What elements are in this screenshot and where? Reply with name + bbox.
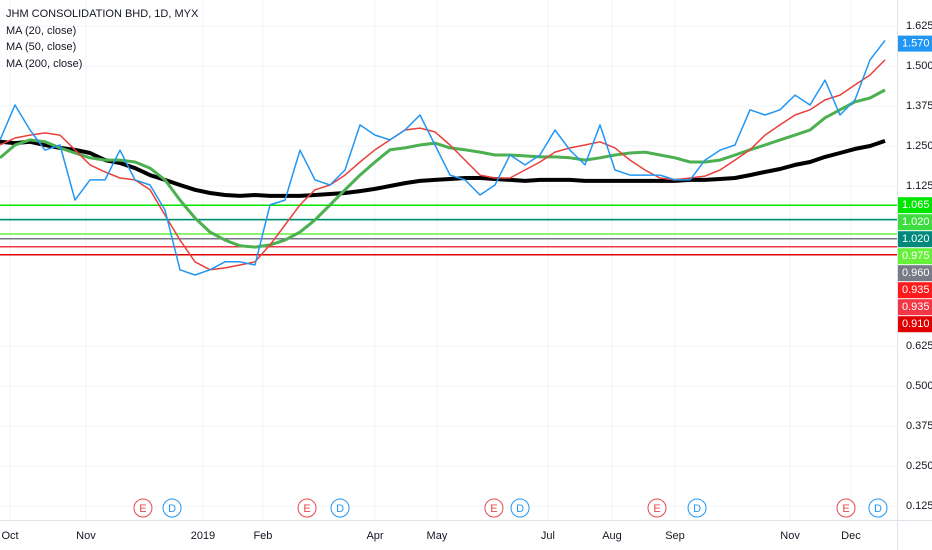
event-marker <box>133 498 153 518</box>
legend-entry: MA (50, close) <box>6 41 76 53</box>
x-tick-label: 2019 <box>191 530 215 542</box>
y-tick-label: 1.250 <box>906 140 932 152</box>
y-tick-label: 1.125 <box>906 180 932 192</box>
level-label: 1.065 <box>902 199 930 211</box>
x-tick-label: Feb <box>253 530 272 542</box>
level-label-bg <box>898 316 932 333</box>
y-tick-label: 0.625 <box>906 340 932 352</box>
event-marker <box>484 498 504 518</box>
event-marker <box>162 498 182 518</box>
level-label-bg <box>898 265 932 282</box>
event-label: E <box>490 503 497 515</box>
event-label: D <box>168 503 176 515</box>
y-tick-label: 0.375 <box>906 420 932 432</box>
level-label-bg <box>898 197 932 214</box>
x-tick-label: Dec <box>841 530 861 542</box>
y-tick-label: 1.625 <box>906 20 932 32</box>
y-tick-label: 1.500 <box>906 60 932 72</box>
event-label: D <box>693 503 701 515</box>
level-label-bg <box>898 231 932 248</box>
level-label-bg <box>898 214 932 231</box>
event-marker <box>687 498 707 518</box>
y-tick-label: 0.125 <box>906 500 932 512</box>
event-label: E <box>842 503 849 515</box>
level-label: 0.910 <box>902 318 930 330</box>
event-label: E <box>653 503 660 515</box>
x-tick-label: Oct <box>1 530 18 542</box>
event-label: D <box>336 503 344 515</box>
series-line <box>0 59 886 271</box>
chart-title: JHM CONSOLIDATION BHD, 1D, MYX <box>6 8 199 20</box>
y-tick-label: 1.375 <box>906 100 932 112</box>
levels <box>0 204 897 256</box>
event-marker <box>868 498 888 518</box>
x-tick-label: Nov <box>76 530 96 542</box>
lines <box>0 39 886 276</box>
event-marker <box>330 498 350 518</box>
event-marker <box>297 498 317 518</box>
y-tick-label: 0.250 <box>906 460 932 472</box>
level-label: 0.960 <box>902 267 930 279</box>
y-tick-label: 0.500 <box>906 380 932 392</box>
level-label-bg <box>898 299 932 316</box>
x-tick-label: Sep <box>665 530 685 542</box>
event-marker <box>510 498 530 518</box>
level-label: 1.020 <box>902 233 930 245</box>
level-label-bg <box>898 282 932 299</box>
series-line <box>0 139 886 198</box>
event-label: E <box>303 503 310 515</box>
event-label: D <box>874 503 882 515</box>
last-price-label: 1.570 <box>902 38 930 50</box>
event-label: D <box>516 503 524 515</box>
event-marker <box>647 498 667 518</box>
x-tick-label: Apr <box>366 530 383 542</box>
level-label-bg <box>898 248 932 265</box>
axis: 1.625 1.500 1.375 1.250 1.125 0.625 0.500 0.375… <box>1 20 932 542</box>
event-label: E <box>139 503 146 515</box>
level-label: 0.935 <box>902 301 930 313</box>
level-label: 0.975 <box>902 250 930 262</box>
legend-entry: MA (200, close) <box>6 58 82 70</box>
x-tick-label: May <box>427 530 448 542</box>
level-label: 1.020 <box>902 216 930 228</box>
grid <box>0 0 897 520</box>
series-line <box>0 88 886 249</box>
series-line <box>0 39 886 276</box>
level-label: 0.935 <box>902 284 930 296</box>
x-tick-label: Jul <box>541 530 555 542</box>
legend-entry: MA (20, close) <box>6 25 76 37</box>
last-price-bg <box>898 35 932 52</box>
event-marker <box>836 498 856 518</box>
x-tick-label: Nov <box>780 530 800 542</box>
x-tick-label: Aug <box>602 530 622 542</box>
